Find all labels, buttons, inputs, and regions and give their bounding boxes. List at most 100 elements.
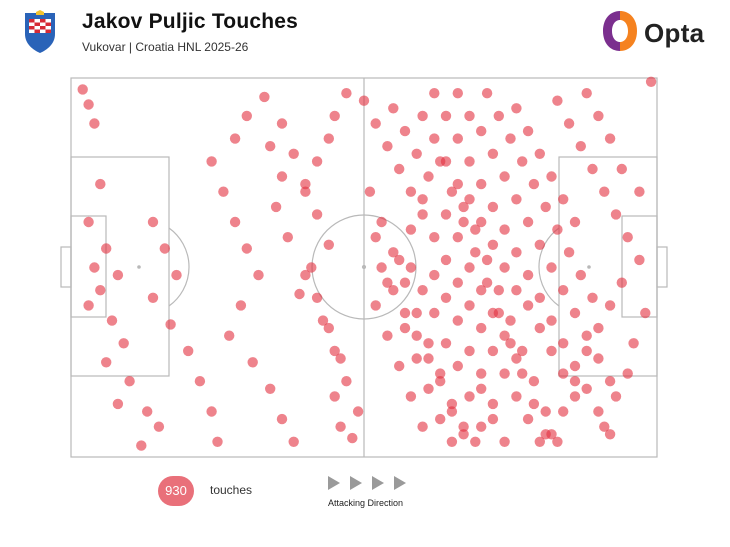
touch-point: [405, 186, 417, 197]
touch-point: [165, 319, 176, 330]
touch-point: [440, 110, 452, 122]
touch-point: [440, 209, 452, 220]
touch-point: [546, 429, 557, 440]
touch-point: [347, 432, 358, 444]
opta-logo-icon: [603, 11, 637, 51]
touch-point: [394, 163, 405, 175]
touch-point: [563, 118, 575, 129]
touch-point: [587, 163, 598, 175]
page-title: Jakov Puljic Touches: [82, 10, 299, 33]
play-arrow-icon: [350, 476, 362, 490]
touch-point: [593, 406, 604, 417]
touch-point: [183, 345, 194, 357]
touch-point: [411, 307, 422, 319]
touch-point: [329, 345, 340, 357]
touch-point: [458, 429, 469, 440]
touch-point: [153, 421, 165, 432]
touch-points: [77, 76, 657, 451]
touch-point: [446, 186, 458, 197]
touch-point: [452, 232, 463, 243]
touch-point: [505, 315, 516, 326]
touch-point: [517, 156, 528, 167]
touch-point: [546, 262, 557, 273]
centre-spot: [361, 264, 367, 270]
touch-point: [300, 178, 311, 190]
touch-point: [476, 285, 487, 296]
touch-point: [83, 99, 94, 110]
touch-point: [440, 254, 452, 266]
touch-point: [616, 277, 627, 288]
touch-point: [499, 368, 510, 379]
touch-point: [300, 186, 311, 197]
touch-point: [212, 436, 223, 447]
touch-point: [417, 285, 428, 296]
touch-point: [341, 88, 352, 99]
touch-point: [159, 243, 170, 254]
touch-point: [288, 436, 299, 447]
touch-point: [435, 413, 446, 425]
touch-point: [124, 376, 135, 387]
touch-point: [540, 406, 551, 417]
touch-point: [622, 232, 633, 243]
touch-point: [511, 247, 522, 258]
touch-point: [399, 307, 411, 319]
touch-point: [476, 322, 487, 334]
touch-point: [546, 315, 557, 326]
touch-point: [329, 391, 340, 402]
touch-point: [329, 110, 340, 122]
left-penalty-arc: [168, 227, 190, 307]
touch-point: [229, 133, 241, 144]
touch-point: [417, 110, 428, 122]
touch-point: [552, 95, 563, 106]
touch-point: [581, 330, 592, 341]
touch-point: [142, 406, 153, 417]
play-arrow-icon: [372, 476, 384, 490]
touch-point: [370, 232, 381, 243]
touch-point: [487, 148, 499, 159]
touch-point: [534, 292, 545, 303]
touch-point: [470, 247, 481, 258]
touch-point: [476, 178, 487, 190]
touch-point: [411, 330, 422, 341]
touch-point: [440, 156, 452, 167]
right-penalty-arc: [538, 227, 560, 307]
touch-point: [300, 269, 311, 281]
touch-point: [417, 194, 428, 205]
touch-point: [487, 345, 499, 357]
touch-point: [522, 216, 534, 228]
touch-point: [493, 285, 504, 296]
touch-point: [476, 216, 487, 228]
touch-point: [241, 110, 252, 122]
touch-point: [528, 398, 540, 410]
touch-point: [411, 148, 422, 159]
touch-point: [382, 330, 393, 341]
touch-point: [534, 239, 545, 250]
touch-point: [352, 406, 364, 417]
touch-point: [206, 406, 217, 417]
touch-point: [464, 391, 475, 402]
touch-point: [569, 376, 581, 387]
touch-point: [634, 254, 645, 266]
touch-point: [388, 103, 399, 114]
touch-point: [464, 194, 475, 205]
touch-point: [528, 376, 540, 387]
touch-point: [423, 338, 434, 349]
touch-point: [370, 300, 381, 311]
touch-point: [405, 262, 417, 273]
touch-point: [440, 338, 452, 349]
touch-point: [376, 216, 387, 228]
touch-point: [247, 357, 258, 368]
touch-point: [575, 141, 586, 152]
touch-point: [440, 292, 452, 303]
touch-point: [101, 243, 112, 254]
touch-point: [487, 413, 499, 425]
play-arrow-icon: [328, 476, 340, 490]
touch-point: [341, 376, 352, 387]
touch-point: [112, 398, 124, 410]
touch-point: [534, 148, 545, 159]
touch-point: [405, 391, 417, 402]
touch-count-badge: 930: [158, 476, 194, 506]
touch-point: [83, 300, 94, 311]
touch-point: [476, 368, 487, 379]
attacking-direction-arrows: [328, 476, 406, 490]
